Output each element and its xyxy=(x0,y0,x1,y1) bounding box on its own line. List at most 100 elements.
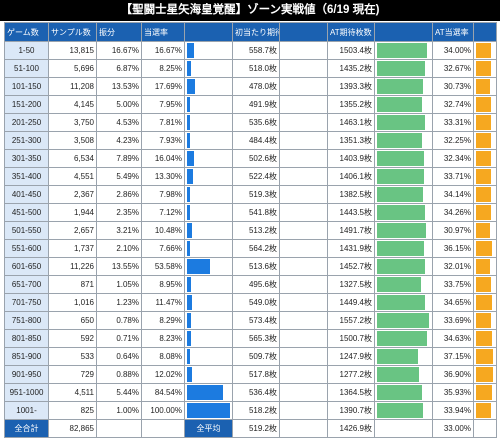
hit-rate-bar-cell xyxy=(184,203,233,222)
hit-rate: 100.00% xyxy=(141,401,185,420)
first-hit-expected: 541.8枚 xyxy=(232,203,280,222)
empty-cell xyxy=(279,59,328,78)
hit-rate: 7.81% xyxy=(141,113,185,132)
at-rate-bar-cell xyxy=(473,167,497,186)
at-expected: 1431.9枚 xyxy=(327,239,375,258)
distribution: 13.55% xyxy=(96,257,142,276)
at-expected: 1327.5枚 xyxy=(327,275,375,294)
game-range: 801-850 xyxy=(4,329,49,348)
empty-cell xyxy=(279,257,328,276)
hit-rate: 8.08% xyxy=(141,347,185,366)
sample-count: 13,815 xyxy=(48,41,97,60)
empty-cell xyxy=(279,419,328,438)
at-expected: 1393.3枚 xyxy=(327,77,375,96)
at-expected-bar xyxy=(377,241,425,256)
empty-cell xyxy=(279,113,328,132)
at-rate-bar-cell xyxy=(473,311,497,330)
first-hit-expected: 518.2枚 xyxy=(232,401,280,420)
sample-count: 592 xyxy=(48,329,97,348)
at-rate-bar xyxy=(476,331,492,346)
at-expected-bar xyxy=(377,313,429,328)
sample-count: 5,696 xyxy=(48,59,97,78)
empty-cell xyxy=(279,185,328,204)
empty-cell xyxy=(279,329,328,348)
at-expected-bar xyxy=(377,331,427,346)
at-expected-bar xyxy=(377,259,426,274)
at-expected: 1463.1枚 xyxy=(327,113,375,132)
hit-rate-bar-cell xyxy=(184,293,233,312)
header-cell: ゲーム数 xyxy=(4,22,49,42)
hit-rate-bar xyxy=(187,331,191,346)
first-hit-expected: 519.3枚 xyxy=(232,185,280,204)
at-expected: 1500.7枚 xyxy=(327,329,375,348)
at-rate: 33.31% xyxy=(432,113,474,132)
distribution: 2.86% xyxy=(96,185,142,204)
game-range: 501-550 xyxy=(4,221,49,240)
at-rate-bar xyxy=(476,349,493,364)
hit-rate-bar xyxy=(187,61,191,76)
at-expected-bar xyxy=(377,79,424,94)
at-expected-bar xyxy=(377,205,425,220)
at-rate-bar-cell xyxy=(473,401,497,420)
distribution: 1.00% xyxy=(96,401,142,420)
sample-count: 4,511 xyxy=(48,383,97,402)
empty-cell xyxy=(141,419,185,438)
distribution: 5.00% xyxy=(96,95,142,114)
table-row: 601-650 11,226 13.55% 53.58% 513.6枚 1452.7枚 32… xyxy=(4,257,497,276)
first-hit-expected: 513.6枚 xyxy=(232,257,280,276)
empty-cell xyxy=(279,167,328,186)
sample-count: 1,737 xyxy=(48,239,97,258)
at-rate-bar-cell xyxy=(473,383,497,402)
at-rate-bar xyxy=(476,277,492,292)
hit-rate-bar xyxy=(187,187,191,202)
table-row: 451-500 1,944 2.35% 7.12% 541.8枚 1443.5枚 34.26… xyxy=(4,203,497,222)
empty-cell xyxy=(279,203,328,222)
hit-rate-bar-cell xyxy=(184,275,233,294)
at-expected: 1435.2枚 xyxy=(327,59,375,78)
at-expected-bar xyxy=(377,277,421,292)
sample-count: 2,367 xyxy=(48,185,97,204)
hit-rate: 8.25% xyxy=(141,59,185,78)
game-range: 351-400 xyxy=(4,167,49,186)
empty-cell xyxy=(279,149,328,168)
hit-rate-bar-cell xyxy=(184,311,233,330)
empty-cell xyxy=(279,95,328,114)
average-at-rate: 33.00% xyxy=(432,419,474,438)
zone-table: ゲーム数 サンプル数 振分 当選率 初当たり期待枚数 AT期待枚数 AT当選率 … xyxy=(4,22,497,438)
game-range: 51-100 xyxy=(4,59,49,78)
at-expected-bar-cell xyxy=(374,365,433,384)
at-rate-bar-cell xyxy=(473,293,497,312)
hit-rate-bar xyxy=(187,223,192,238)
hit-rate-bar-cell xyxy=(184,167,233,186)
table-row: 301-350 6,534 7.89% 16.04% 502.6枚 1403.9枚 32.3… xyxy=(4,149,497,168)
first-hit-expected: 478.0枚 xyxy=(232,77,280,96)
at-rate: 32.01% xyxy=(432,257,474,276)
first-hit-expected: 565.3枚 xyxy=(232,329,280,348)
at-rate-bar-cell xyxy=(473,257,497,276)
at-expected-bar-cell xyxy=(374,257,433,276)
table-row: 951-1000 4,511 5.44% 84.54% 536.4枚 1364.5枚 35.… xyxy=(4,383,497,402)
game-range: 201-250 xyxy=(4,113,49,132)
at-expected-bar-cell xyxy=(374,113,433,132)
first-hit-expected: 549.0枚 xyxy=(232,293,280,312)
hit-rate-bar-cell xyxy=(184,239,233,258)
distribution: 0.78% xyxy=(96,311,142,330)
sample-count: 729 xyxy=(48,365,97,384)
distribution: 16.67% xyxy=(96,41,142,60)
hit-rate: 16.67% xyxy=(141,41,185,60)
header-cell xyxy=(374,22,433,42)
at-rate: 35.93% xyxy=(432,383,474,402)
at-rate-bar xyxy=(476,241,493,256)
first-hit-expected: 573.4枚 xyxy=(232,311,280,330)
header-cell: サンプル数 xyxy=(48,22,97,42)
table-row: 351-400 4,551 5.49% 13.30% 522.4枚 1406.1枚 33.7… xyxy=(4,167,497,186)
at-expected-bar-cell xyxy=(374,221,433,240)
table-row: 1-50 13,815 16.67% 16.67% 558.7枚 1503.4枚 34.00… xyxy=(4,41,497,60)
first-hit-expected: 518.0枚 xyxy=(232,59,280,78)
at-expected: 1382.5枚 xyxy=(327,185,375,204)
game-range: 151-200 xyxy=(4,95,49,114)
hit-rate: 8.95% xyxy=(141,275,185,294)
at-expected: 1247.9枚 xyxy=(327,347,375,366)
game-range: 851-900 xyxy=(4,347,49,366)
game-range: 301-350 xyxy=(4,149,49,168)
